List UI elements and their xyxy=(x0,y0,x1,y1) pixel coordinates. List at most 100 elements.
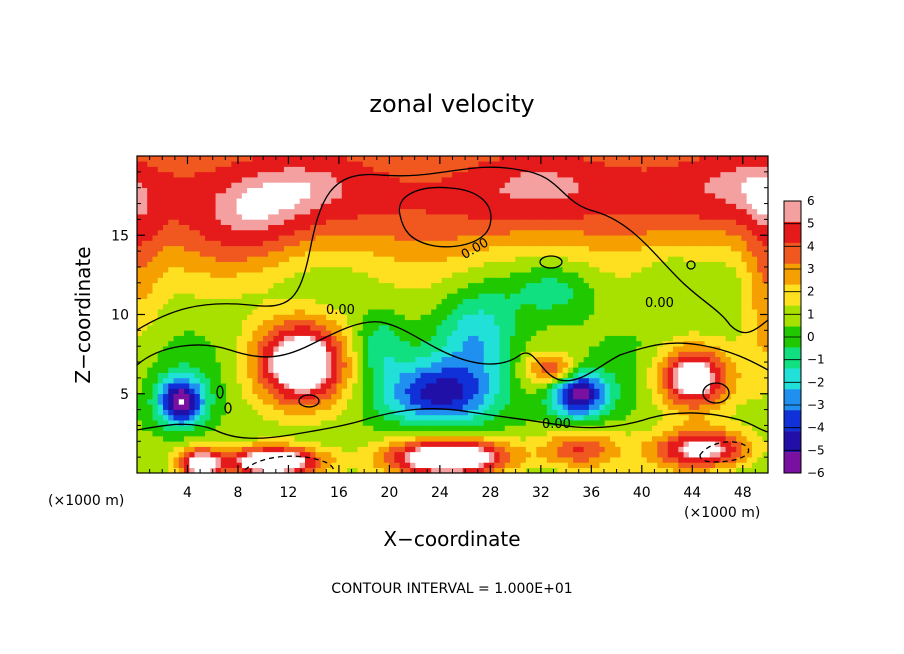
heatmap-cell xyxy=(425,314,432,321)
heatmap-cell xyxy=(326,308,332,315)
heatmap-cell xyxy=(273,298,280,305)
heatmap-cell xyxy=(268,160,275,167)
heatmap-cell xyxy=(231,393,238,400)
heatmap-cell xyxy=(215,166,222,173)
heatmap-cell xyxy=(304,330,311,336)
heatmap-cell xyxy=(268,240,275,247)
heatmap-cell xyxy=(168,425,175,432)
heatmap-cell xyxy=(525,314,532,321)
heatmap-cell xyxy=(457,160,464,167)
heatmap-cell xyxy=(378,361,385,368)
heatmap-cell xyxy=(194,282,201,289)
heatmap-cell xyxy=(546,462,553,469)
heatmap-cell xyxy=(341,393,348,400)
heatmap-cell xyxy=(273,213,280,220)
heatmap-cell xyxy=(552,176,558,183)
heatmap-cell xyxy=(268,250,275,257)
heatmap-cell xyxy=(194,340,201,347)
heatmap-cell xyxy=(489,192,495,199)
heatmap-cell xyxy=(441,345,448,352)
heatmap-cell xyxy=(304,213,311,220)
heatmap-cell xyxy=(247,404,253,410)
heatmap-cell xyxy=(546,208,553,215)
heatmap-cell xyxy=(268,404,275,410)
heatmap-cell xyxy=(520,441,527,447)
heatmap-cell xyxy=(141,367,148,373)
heatmap-cell xyxy=(478,404,485,410)
heatmap-cell xyxy=(389,330,395,336)
heatmap-cell xyxy=(499,356,506,363)
heatmap-cell xyxy=(152,435,159,442)
heatmap-cell xyxy=(320,271,327,278)
heatmap-cell xyxy=(315,404,322,410)
heatmap-cell xyxy=(257,266,264,273)
heatmap-cell xyxy=(510,308,516,315)
heatmap-cell xyxy=(210,287,217,294)
heatmap-cell xyxy=(241,250,248,257)
heatmap-cell xyxy=(320,314,327,321)
heatmap-cell xyxy=(157,182,164,188)
heatmap-cell xyxy=(368,451,374,458)
heatmap-cell xyxy=(152,451,159,458)
heatmap-cell xyxy=(562,324,569,331)
heatmap-cell xyxy=(262,441,269,447)
heatmap-cell xyxy=(331,271,338,278)
heatmap-cell xyxy=(557,197,564,204)
heatmap-cell xyxy=(552,351,558,358)
heatmap-cell xyxy=(383,303,390,310)
heatmap-cell xyxy=(431,171,438,178)
heatmap-cell xyxy=(467,287,474,294)
heatmap-cell xyxy=(231,224,238,231)
heatmap-cell xyxy=(320,287,327,294)
heatmap-cell xyxy=(446,250,453,257)
heatmap-cell xyxy=(178,314,185,321)
heatmap-cell xyxy=(425,324,432,331)
heatmap-cell xyxy=(383,197,390,204)
heatmap-cell xyxy=(457,156,464,162)
heatmap-cell xyxy=(199,314,206,321)
heatmap-cell xyxy=(283,356,290,363)
heatmap-cell xyxy=(441,224,448,231)
heatmap-cell xyxy=(320,182,327,188)
heatmap-cell xyxy=(404,372,411,379)
heatmap-cell xyxy=(536,234,543,241)
heatmap-cell xyxy=(226,245,232,252)
heatmap-cell xyxy=(473,356,480,363)
heatmap-cell xyxy=(231,356,238,363)
heatmap-cell xyxy=(241,356,248,363)
heatmap-cell xyxy=(546,303,553,310)
heatmap-cell xyxy=(299,425,306,432)
heatmap-cell xyxy=(231,435,238,442)
heatmap-cell xyxy=(352,287,359,294)
heatmap-cell xyxy=(152,314,159,321)
heatmap-cell xyxy=(168,388,175,395)
heatmap-cell xyxy=(157,324,164,331)
heatmap-cell xyxy=(304,314,311,321)
heatmap-cell xyxy=(262,171,269,178)
heatmap-cell xyxy=(420,467,427,473)
heatmap-cell xyxy=(520,213,527,220)
heatmap-cell xyxy=(173,176,180,183)
heatmap-cell xyxy=(184,398,190,405)
heatmap-cell xyxy=(262,176,269,183)
heatmap-cell xyxy=(420,314,427,321)
heatmap-cell xyxy=(289,298,296,305)
heatmap-cell xyxy=(389,187,395,194)
heatmap-cell xyxy=(567,298,574,305)
heatmap-cell xyxy=(467,303,474,310)
heatmap-cell xyxy=(383,319,390,326)
heatmap-cell xyxy=(362,435,369,442)
heatmap-cell xyxy=(383,298,390,305)
heatmap-cell xyxy=(189,340,196,347)
heatmap-cell xyxy=(541,277,548,284)
heatmap-cell xyxy=(289,261,296,268)
heatmap-cell xyxy=(331,367,338,373)
heatmap-cell xyxy=(299,382,306,389)
heatmap-cell xyxy=(278,441,285,447)
heatmap-cell xyxy=(473,303,480,310)
heatmap-cell xyxy=(383,266,390,273)
heatmap-cell xyxy=(436,229,443,236)
heatmap-cell xyxy=(173,430,180,437)
heatmap-cell xyxy=(373,451,380,458)
heatmap-cell xyxy=(278,271,285,278)
